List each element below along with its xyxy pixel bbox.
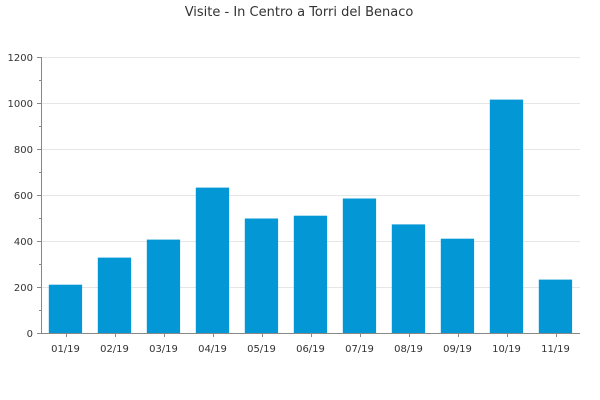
bar — [48, 284, 83, 333]
y-tick-label: 1000 — [8, 99, 33, 110]
x-tick-label: 10/19 — [492, 344, 521, 355]
bar — [489, 99, 524, 333]
y-tick-label: 200 — [14, 283, 33, 294]
bar — [195, 187, 230, 333]
y-tick-label: 0 — [27, 329, 33, 340]
y-tick-label: 1200 — [8, 53, 33, 64]
axes — [37, 57, 580, 337]
y-tick-label: 600 — [14, 191, 33, 202]
x-tick-label: 03/19 — [149, 344, 178, 355]
y-tick-label: 800 — [14, 145, 33, 156]
x-tick-label: 11/19 — [541, 344, 570, 355]
x-tick-label: 05/19 — [247, 344, 276, 355]
y-tick-labels: 0 200 400 600 800 1000 1200 — [8, 53, 33, 340]
bar — [440, 238, 475, 333]
bar — [244, 218, 279, 333]
x-tick-label: 01/19 — [51, 344, 80, 355]
y-tick-label: 400 — [14, 237, 33, 248]
x-tick-label: 08/19 — [394, 344, 423, 355]
x-tick-label: 09/19 — [443, 344, 472, 355]
x-tick-label: 07/19 — [345, 344, 374, 355]
x-tick-label: 06/19 — [296, 344, 325, 355]
bars — [48, 99, 573, 333]
bar — [97, 257, 132, 333]
bar — [146, 239, 181, 333]
x-tick-label: 02/19 — [100, 344, 129, 355]
bar — [538, 279, 573, 333]
bar — [391, 224, 426, 333]
chart-title: Visite - In Centro a Torri del Benaco — [185, 5, 414, 20]
bar — [293, 215, 328, 333]
x-tick-labels: 01/19 02/19 03/19 04/19 05/19 06/19 07/19 08/19… — [51, 344, 570, 355]
x-tick-label: 04/19 — [198, 344, 227, 355]
bar — [342, 198, 377, 333]
